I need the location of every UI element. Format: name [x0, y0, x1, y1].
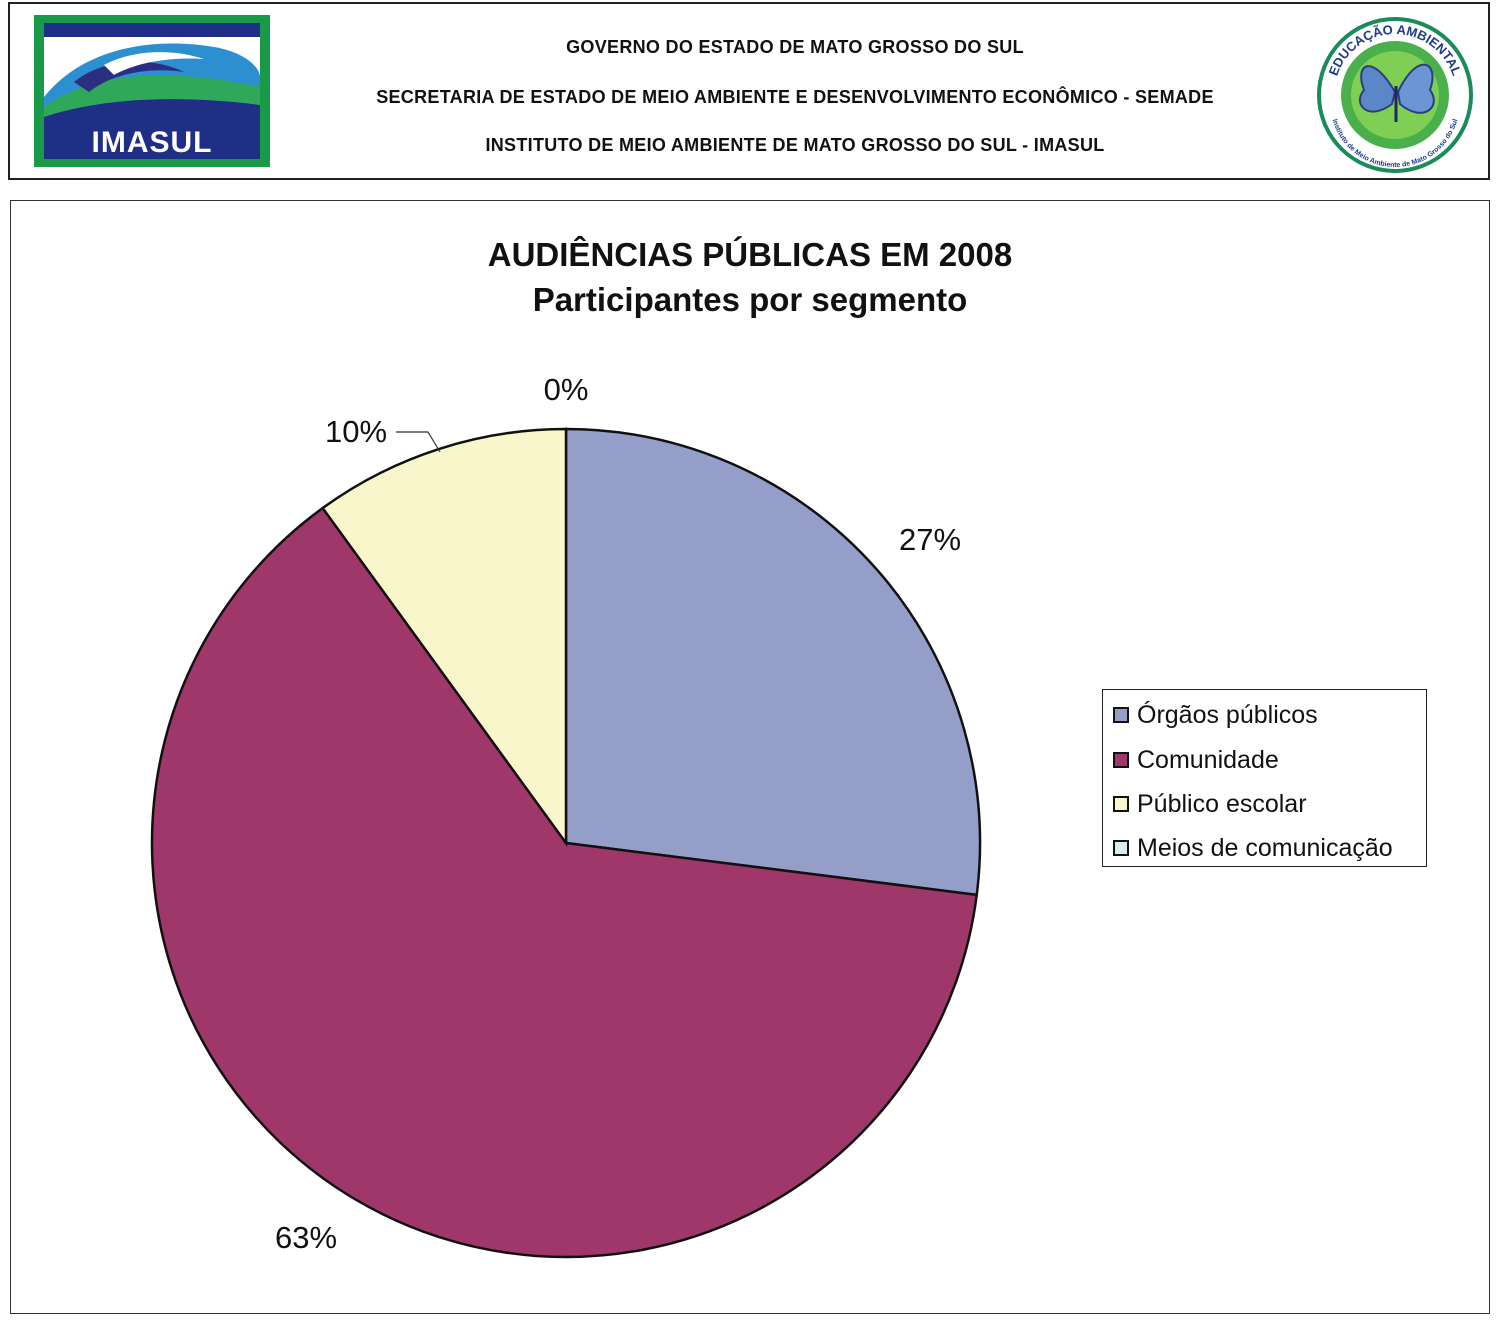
legend-swatch: [1113, 840, 1129, 856]
legend-item: Comunidade: [1113, 745, 1279, 775]
pie-label-publico-escolar: 10%: [325, 414, 387, 449]
legend-swatch: [1113, 707, 1129, 723]
legend-item: Órgãos públicos: [1113, 700, 1318, 730]
pie-label-orgaos-publicos: 27%: [899, 522, 961, 557]
legend-swatch: [1113, 796, 1129, 812]
chart-legend: Órgãos públicos Comunidade Público escolar…: [1102, 689, 1427, 867]
legend-swatch: [1113, 752, 1129, 768]
legend-label: Comunidade: [1137, 745, 1279, 774]
imasul-logo-waves: [44, 37, 260, 124]
header-line-institute: INSTITUTO DE MEIO AMBIENTE DE MATO GROSS…: [485, 135, 1105, 155]
chart-title: AUDIÊNCIAS PÚBLICAS EM 2008: [487, 236, 1013, 273]
imasul-logo-text: IMASUL: [44, 127, 260, 159]
legend-item: Meios de comunicação: [1113, 833, 1393, 863]
legend-label: Órgãos públicos: [1137, 700, 1318, 729]
header-line-secretariat: SECRETARIA DE ESTADO DE MEIO AMBIENTE E …: [376, 87, 1214, 107]
label-leader-line: [396, 431, 441, 453]
chart-subtitle: Participantes por segmento: [532, 281, 968, 318]
header-line-government: GOVERNO DO ESTADO DE MATO GROSSO DO SUL: [566, 37, 1024, 57]
header-lines: GOVERNO DO ESTADO DE MATO GROSSO DO SUL …: [280, 4, 1310, 182]
pie-label-comunidade: 63%: [275, 1220, 337, 1255]
pie-slice-orgaos-publicos: [564, 427, 982, 897]
pie-label-meios-de-comunicacao: 0%: [544, 372, 589, 407]
pie-slice-comunidade: [150, 506, 979, 1259]
legend-item: Público escolar: [1113, 789, 1307, 819]
header-box: IMASUL GOVERNO DO ESTADO DE MATO GROSSO …: [8, 2, 1490, 180]
legend-label: Público escolar: [1137, 789, 1307, 818]
educacao-ambiental-logo: EDUCAÇÃO AMBIENTAL Instituto de Meio Amb…: [1312, 12, 1478, 178]
legend-label: Meios de comunicação: [1137, 833, 1393, 862]
imasul-logo: IMASUL: [34, 15, 270, 167]
